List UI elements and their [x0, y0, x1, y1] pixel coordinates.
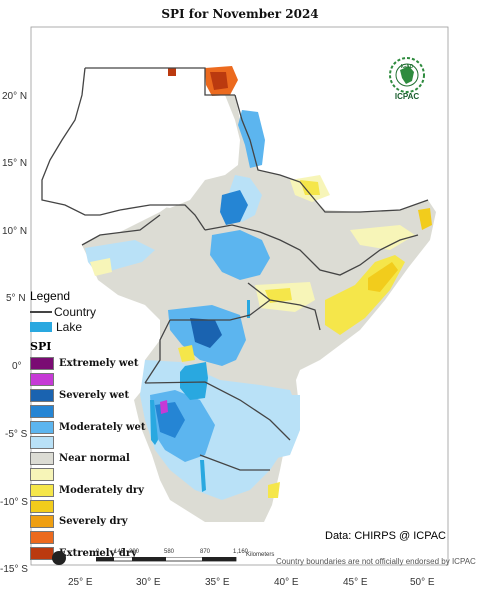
spi-class-label: Severely dry [59, 516, 128, 528]
spi-swatch [30, 404, 54, 418]
legend-lake: Lake [30, 319, 180, 334]
scale-bar-graphic [96, 557, 237, 562]
spi-class-row: Moderately dry [30, 482, 180, 498]
lon-tick-label: 45° E [343, 577, 368, 588]
lon-tick-label: 25° E [68, 577, 93, 588]
region-wet-sev [220, 190, 248, 225]
spi-class-label: Moderately wet [59, 421, 146, 433]
scale-label: 580 [164, 549, 175, 555]
scale-label: 145 [114, 549, 125, 555]
lon-tick-label: 35° E [205, 577, 230, 588]
north-arrow-icon [52, 551, 66, 565]
lake-turkana [247, 300, 250, 318]
region-wet-extreme [160, 400, 168, 414]
lon-axis: 25° E 30° E 35° E 40° E 45° E 50° E [68, 577, 435, 588]
legend-lake-label: Lake [56, 319, 83, 334]
lon-tick-label: 40° E [274, 577, 299, 588]
spi-swatch [30, 436, 54, 450]
scale-label: 290 [129, 549, 140, 555]
spi-swatch [30, 373, 54, 387]
lat-tick-label: 5° N [6, 293, 26, 304]
legend-country: Country [30, 304, 180, 319]
region-dry-mod [300, 180, 320, 195]
map-frame [30, 26, 449, 566]
spi-class-label: Extremely wet [59, 358, 139, 370]
region-dry-light [350, 225, 415, 250]
region-dry-mod [265, 288, 292, 303]
spi-class-row [30, 467, 180, 483]
spi-swatch [30, 452, 54, 466]
spi-class-row [30, 435, 180, 451]
scale-unit: Kilometers [246, 552, 275, 558]
region-dry-sev [368, 262, 398, 292]
lat-tick-label: 15° N [2, 158, 27, 169]
region-wet-sev [190, 318, 222, 348]
spi-class-label: Severely wet [59, 389, 130, 401]
scale-label: 870 [200, 549, 211, 555]
country-borders [41, 67, 429, 471]
lake-tanganyika [150, 400, 158, 445]
spi-class-label: Near normal [59, 453, 130, 465]
spi-class-label: Moderately dry [59, 484, 144, 496]
disclaimer: Country boundaries are not officially en… [276, 557, 476, 566]
spi-swatch [30, 467, 54, 481]
spi-class-row: Near normal [30, 451, 180, 467]
legend: Legend Country Lake SPI Extremely wet Sev… [30, 289, 180, 561]
lat-tick-label: -5° S [5, 429, 28, 440]
region-wet-mod [210, 230, 270, 280]
region-nodata [42, 68, 240, 215]
logo-text: ICPAC [394, 92, 420, 101]
spi-swatch [30, 546, 54, 560]
lon-tick-label: 50° E [410, 577, 435, 588]
lat-tick-label: 10° N [2, 226, 27, 237]
region-dry-sev [418, 208, 432, 230]
region-wet-mod [238, 110, 265, 168]
scale-label: 1,160 [233, 549, 249, 555]
spi-swatch [30, 357, 54, 371]
lake-malawi [200, 460, 206, 492]
data-credit: Data: CHIRPS @ ICPAC [325, 530, 446, 542]
spi-class-row [30, 372, 180, 388]
spi-class-label: Extremely dry [59, 547, 137, 559]
lon-tick-label: 30° E [136, 577, 161, 588]
lake-victoria [180, 362, 208, 400]
lat-tick-label: -15° S [0, 564, 28, 575]
region-dry-mod [268, 482, 280, 498]
region-dry-light [90, 258, 112, 276]
legend-country-label: Country [54, 304, 97, 319]
spi-title: SPI [30, 340, 52, 353]
region-dry-mod [178, 345, 195, 362]
spi-swatch [30, 483, 54, 497]
region-dry-extreme [168, 68, 176, 76]
spi-class-row [30, 403, 180, 419]
spi-class-row: Severely wet [30, 388, 180, 404]
scale-label: 0 [96, 549, 100, 555]
lat-axis: 20° N 15° N 10° N 5° N 0° -5° S -10° S -… [0, 91, 28, 575]
map-title: SPI for November 2024 [161, 7, 319, 21]
spi-swatch [30, 515, 54, 529]
spi-class-row: Severely dry [30, 514, 180, 530]
spi-class-row: Moderately wet [30, 419, 180, 435]
spi-class-row [30, 498, 180, 514]
spi-swatch [30, 499, 54, 513]
region-wet-light [260, 395, 300, 460]
lake-swatch [30, 321, 52, 332]
icpac-logo: IGAD ICPAC [383, 56, 431, 106]
spi-class-list: Extremely wet Severely wet Moderately wet N… [30, 356, 180, 561]
legend-heading: Legend [30, 289, 71, 303]
lat-tick-label: 0° [12, 361, 22, 372]
spi-swatch [30, 531, 54, 545]
spi-swatch [30, 420, 54, 434]
spi-class-row [30, 530, 180, 546]
country-line-swatch [30, 310, 52, 313]
spi-class-row: Extremely wet [30, 356, 180, 372]
spi-swatch [30, 388, 54, 402]
lat-tick-label: -10° S [0, 497, 28, 508]
region-dry-extreme [210, 72, 228, 90]
svg-text:IGAD: IGAD [401, 64, 414, 70]
lat-tick-label: 20° N [2, 91, 27, 102]
laurel-globe-icon: IGAD [389, 57, 425, 93]
